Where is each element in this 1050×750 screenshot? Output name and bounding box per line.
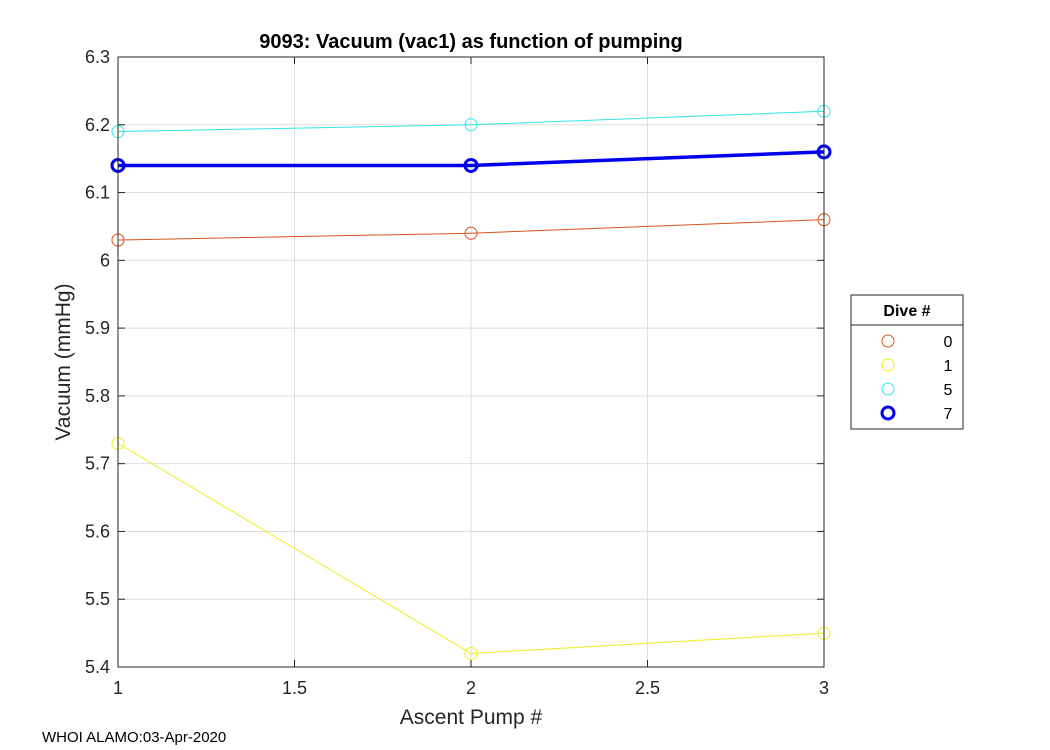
x-tick-label: 1 [113, 678, 123, 698]
chart-title: 9093: Vacuum (vac1) as function of pumpi… [259, 31, 682, 53]
legend-entries: 0 1 5 7 [880, 334, 953, 423]
x-tick-label: 3 [819, 678, 829, 698]
legend-entry: 1 [881, 358, 953, 375]
data-point [464, 646, 478, 660]
legend-label: 1 [944, 358, 953, 375]
y-tick-label: 5.6 [85, 521, 110, 541]
y-tick-label: 6.3 [85, 47, 110, 67]
y-tick-label: 6.1 [85, 183, 110, 203]
legend-title: Dive # [883, 303, 930, 320]
y-tick-label: 6 [100, 250, 110, 270]
legend-marker [881, 334, 895, 348]
y-tick-label: 5.7 [85, 454, 110, 474]
series-line [118, 150, 825, 168]
legend-marker [880, 405, 896, 421]
legend-entry: 5 [881, 382, 953, 399]
series-line [117, 110, 825, 133]
x-axis-ticks: 1 1.5 2 2.5 3 [113, 57, 829, 698]
footer-text: WHOI ALAMO:03-Apr-2020 [42, 729, 226, 746]
legend-entry: 0 [881, 334, 953, 351]
x-axis-title: Ascent Pump # [400, 706, 543, 729]
legend-label: 7 [944, 406, 953, 423]
legend-entry: 7 [880, 405, 953, 423]
legend: Dive # 0 1 5 7 [850, 294, 964, 430]
series-line [117, 442, 825, 654]
y-tick-label: 6.2 [85, 115, 110, 135]
y-tick-label: 5.8 [85, 386, 110, 406]
y-tick-label: 5.5 [85, 589, 110, 609]
legend-label: 0 [944, 334, 953, 351]
series-line [117, 219, 825, 241]
legend-box [850, 294, 964, 430]
y-tick-label: 5.4 [85, 657, 110, 677]
x-tick-label: 2.5 [635, 678, 660, 698]
legend-marker [881, 382, 895, 396]
legend-label: 5 [944, 382, 953, 399]
data-point [463, 157, 479, 173]
data-point [464, 118, 478, 132]
x-tick-label: 1.5 [282, 678, 307, 698]
y-axis-ticks: 5.4 5.5 5.6 5.7 5.8 5.9 6 6.1 6.2 6.3 [85, 47, 824, 677]
y-tick-label: 5.9 [85, 318, 110, 338]
x-tick-label: 2 [466, 678, 476, 698]
y-axis-title: Vacuum (mmHg) [52, 283, 75, 440]
data-point [464, 226, 478, 240]
legend-marker [881, 358, 895, 372]
